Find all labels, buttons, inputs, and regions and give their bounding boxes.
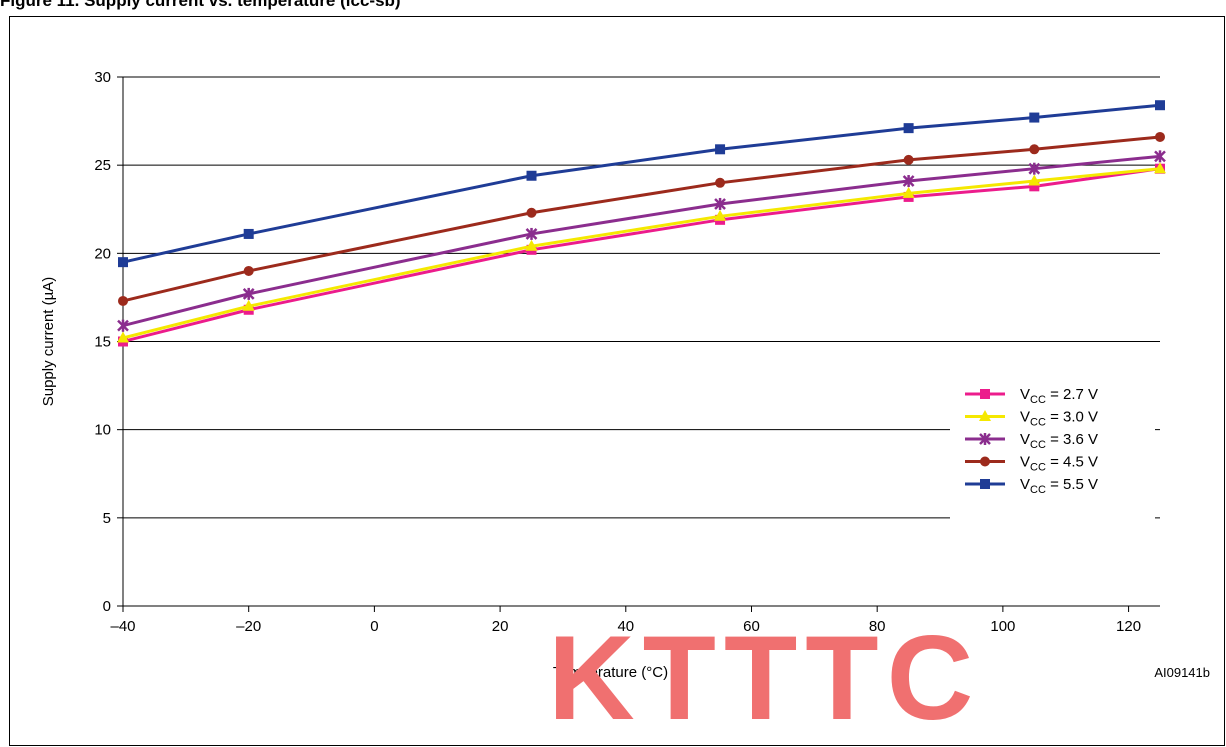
chart-frame: 0 5 10 15 20 25 30 –40 –20 0 20 40 60 80 100 120 Suppl…: [9, 16, 1225, 746]
y-tick-label: 0: [103, 598, 111, 615]
y-tick-label: 5: [103, 510, 111, 527]
y-tick-label: 20: [94, 245, 111, 262]
marker-circle: [243, 265, 254, 276]
marker-square: [980, 389, 990, 399]
figure-id: AI09141b: [1154, 665, 1210, 680]
marker-square: [118, 257, 128, 268]
legend-item: VCC = 3.6 V: [965, 431, 1098, 451]
x-tick-label: 20: [492, 618, 509, 635]
marker-triangle: [902, 186, 915, 198]
legend-item: VCC = 2.7 V: [965, 386, 1098, 406]
x-tick-label: –40: [110, 618, 135, 635]
series-1: [117, 162, 1166, 343]
series-group: [117, 100, 1166, 347]
x-tick-label: 40: [617, 618, 634, 635]
marker-square: [903, 123, 914, 134]
legend-item: VCC = 3.0 V: [965, 409, 1098, 429]
x-tick-label: 80: [869, 618, 886, 635]
marker-triangle: [1028, 174, 1041, 186]
x-tick-label: 100: [990, 618, 1015, 635]
marker-square: [1155, 100, 1165, 111]
marker-circle: [1029, 144, 1040, 155]
legend-item: VCC = 5.5 V: [965, 476, 1098, 496]
x-tick-labels: –40 –20 0 20 40 60 80 100 120: [110, 618, 1141, 635]
legend-label: VCC = 3.6 V: [1020, 431, 1098, 451]
marker-square: [715, 144, 726, 155]
x-tick-label: –20: [236, 618, 261, 635]
marker-triangle: [979, 410, 991, 421]
legend-label: VCC = 3.0 V: [1020, 409, 1098, 429]
y-tick-label: 30: [94, 69, 111, 86]
marker-circle: [715, 177, 726, 188]
marker-triangle: [242, 299, 255, 311]
marker-triangle: [714, 209, 727, 221]
y-tick-label: 15: [94, 334, 111, 351]
marker-circle: [980, 456, 990, 467]
y-axis-label: Supply current (µA): [40, 277, 57, 407]
marker-square: [980, 479, 990, 489]
marker-square: [243, 228, 254, 239]
marker-circle: [526, 207, 537, 218]
line-chart: 0 5 10 15 20 25 30 –40 –20 0 20 40 60 80 100 120 Suppl…: [40, 69, 1210, 681]
y-tick-label: 25: [94, 157, 111, 174]
marker-square: [1029, 112, 1040, 123]
series-0: [118, 163, 1165, 347]
legend-item: VCC = 4.5 V: [965, 454, 1098, 474]
series-2: [117, 150, 1166, 332]
legend-label: VCC = 2.7 V: [1020, 386, 1098, 406]
series-3: [118, 131, 1165, 306]
marker-square: [526, 170, 537, 181]
marker-square: [1029, 181, 1040, 192]
x-tick-label: 0: [370, 618, 378, 635]
marker-circle: [903, 154, 914, 165]
legend-label: VCC = 4.5 V: [1020, 454, 1098, 474]
x-axis-label: Temperature (°C): [553, 664, 668, 681]
y-tick-label: 10: [94, 422, 111, 439]
marker-triangle: [1154, 162, 1166, 174]
legend-label: VCC = 5.5 V: [1020, 476, 1098, 496]
marker-circle: [118, 295, 128, 306]
watermark-logo: KTTTC: [548, 611, 982, 745]
y-tick-labels: 0 5 10 15 20 25 30: [94, 69, 111, 615]
x-tick-label: 120: [1116, 618, 1141, 635]
marker-triangle: [117, 331, 129, 343]
marker-triangle: [525, 239, 538, 251]
series-4: [118, 100, 1165, 268]
figure-caption: Figure 11. Supply current vs. temperatur…: [0, 0, 401, 10]
marker-circle: [1155, 131, 1165, 142]
x-tick-label: 60: [743, 618, 760, 635]
